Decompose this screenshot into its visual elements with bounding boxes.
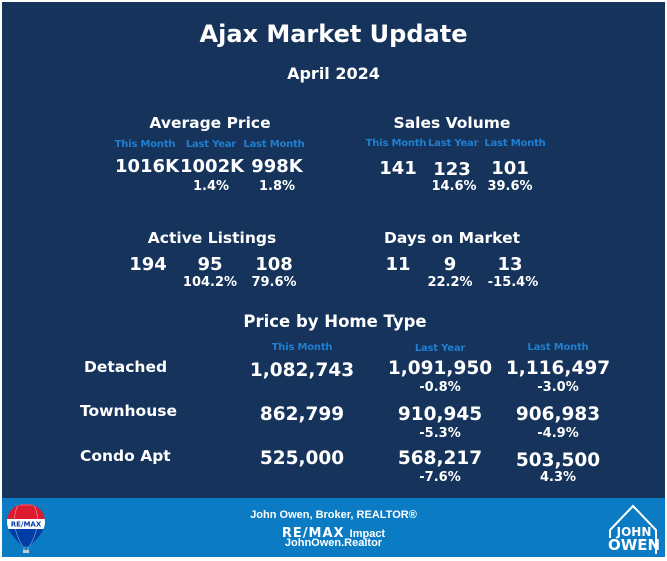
- home-type-label: Detached: [84, 358, 168, 376]
- website-link[interactable]: JohnOwen.Realtor: [284, 537, 383, 549]
- col-label-last-year: Last Year: [428, 138, 479, 149]
- active-listings-last-year: 95: [197, 254, 223, 275]
- brokerage-line: RE/MAX Impact: [2, 522, 665, 541]
- brokerage-suffix: Impact: [349, 528, 386, 540]
- col-label-this-month: This Month: [271, 342, 333, 353]
- days-on-market-change-last-year: 22.2%: [427, 275, 473, 290]
- sales-volume-title: Sales Volume: [393, 114, 511, 132]
- page-subtitle: April 2024: [287, 64, 380, 83]
- days-on-market-last-month: 13: [497, 254, 523, 275]
- days-on-market-last-year: 9: [443, 254, 457, 275]
- page-title: Ajax Market Update: [199, 20, 468, 48]
- col-label-last-month: Last Month: [527, 342, 589, 353]
- last-month-price: 1,116,497: [505, 358, 611, 379]
- days-on-market-this-month: 11: [385, 254, 411, 275]
- sales-volume-this-month: 141: [379, 158, 417, 179]
- active-listings-change-last-year: 104.2%: [182, 275, 238, 290]
- this-month-price: 1,082,743: [249, 360, 355, 381]
- last-year-price: 568,217: [397, 448, 483, 469]
- average-price-title: Average Price: [149, 114, 271, 132]
- john-owen-logo: JOHN OWEN: [606, 502, 660, 556]
- last-month-change: -4.9%: [537, 426, 579, 441]
- last-year-change: -0.8%: [419, 380, 461, 395]
- logo-text-owen: OWEN: [608, 536, 661, 554]
- active-listings-last-month: 108: [255, 254, 293, 275]
- balloon-icon: RE/MAX: [7, 504, 45, 553]
- house-outline-icon: [609, 504, 657, 554]
- col-label-last-year: Last Year: [414, 343, 466, 354]
- average-price-this-month: 1016K: [114, 156, 180, 177]
- average-price-last-year: 1002K: [180, 156, 245, 177]
- sales-volume-last-year: 123: [433, 159, 471, 180]
- last-year-price: 1,091,950: [387, 358, 493, 379]
- average-price-change-last-month: 1.8%: [258, 179, 296, 194]
- active-listings-title: Active Listings: [147, 229, 277, 247]
- footer-banner: RE/MAX John Owen, Broker, REALTOR® RE/MA…: [2, 498, 665, 557]
- svg-text:RE/MAX: RE/MAX: [11, 521, 42, 529]
- agent-name-line: John Owen, Broker, REALTOR®: [250, 509, 417, 521]
- price-by-home-type-title: Price by Home Type: [243, 312, 427, 331]
- remax-wordmark: RE/MAX: [281, 526, 345, 541]
- home-type-label: Condo Apt: [80, 447, 171, 465]
- active-listings-this-month: 194: [129, 254, 167, 275]
- sales-volume-change-last-year: 14.6%: [431, 179, 477, 194]
- average-price-last-month: 998K: [251, 156, 303, 177]
- home-type-label: Townhouse: [80, 402, 177, 420]
- last-month-change: 4.3%: [539, 470, 577, 485]
- last-year-price: 910,945: [397, 404, 483, 425]
- days-on-market-change-last-month: -15.4%: [487, 275, 539, 290]
- col-label-last-month: Last Month: [484, 138, 546, 149]
- this-month-price: 862,799: [259, 404, 345, 425]
- col-label-last-year: Last Year: [185, 139, 237, 150]
- last-month-change: -3.0%: [537, 380, 579, 395]
- col-label-last-month: Last Month: [243, 139, 305, 150]
- col-label-this-month: This Month: [114, 139, 176, 150]
- last-month-price: 503,500: [515, 450, 601, 471]
- last-month-price: 906,983: [515, 404, 601, 425]
- average-price-change-last-year: 1.4%: [192, 179, 230, 194]
- this-month-price: 525,000: [259, 448, 345, 469]
- col-label-this-month: This Month: [365, 138, 427, 149]
- sales-volume-last-month: 101: [491, 158, 529, 179]
- sales-volume-change-last-month: 39.6%: [487, 179, 533, 194]
- market-update-panel: Ajax Market Update April 2024 Average Pr…: [2, 2, 665, 498]
- last-year-change: -5.3%: [419, 426, 461, 441]
- active-listings-change-last-month: 79.6%: [251, 275, 297, 290]
- remax-balloon-logo: RE/MAX: [6, 503, 46, 555]
- days-on-market-title: Days on Market: [384, 229, 520, 247]
- logo-text-john: JOHN: [616, 525, 652, 539]
- last-year-change: -7.6%: [419, 470, 461, 485]
